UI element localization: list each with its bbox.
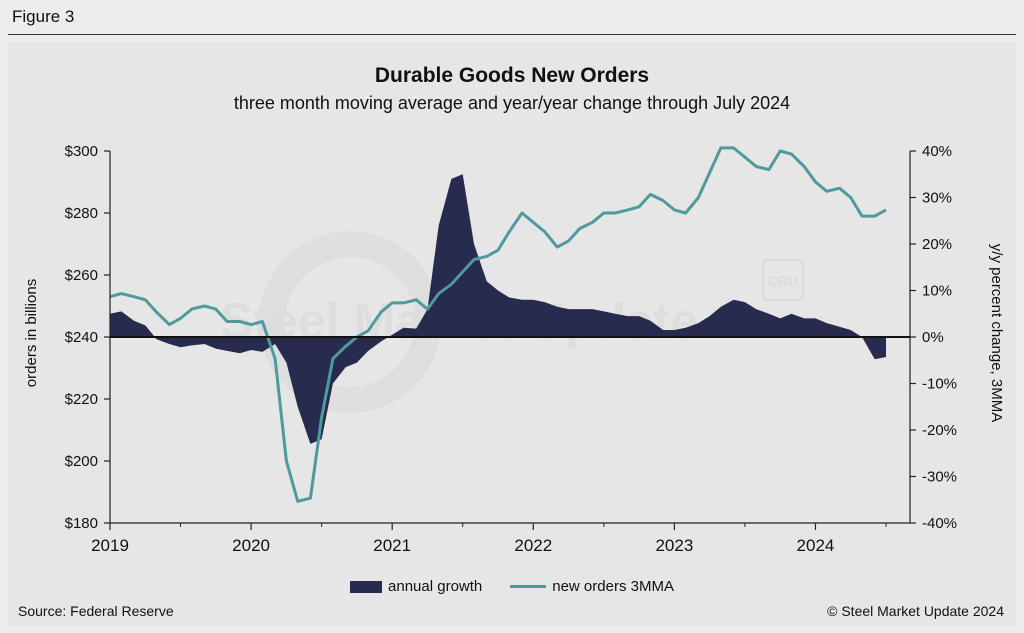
x-axis-ticks: 2019 2020 2021 2022 2023 2024	[91, 523, 887, 555]
left-axis-title: orders in billions	[23, 279, 40, 387]
new-orders-line-layer	[109, 146, 887, 503]
left-tick-label: $240	[65, 329, 98, 346]
annual-growth-swatch	[350, 580, 383, 593]
right-tick-label: 30%	[922, 190, 952, 207]
right-tick-label: 40%	[922, 143, 952, 160]
chart-subtitle: three month moving average and year/year…	[233, 93, 791, 113]
x-tick-label: 2023	[655, 536, 693, 555]
new-orders-line	[109, 146, 887, 503]
left-tick-label: $280	[65, 205, 98, 222]
annual-growth-area-layer	[110, 174, 887, 444]
x-tick-label: 2019	[91, 536, 129, 555]
right-tick-label: -30%	[922, 469, 957, 486]
legend-label-annual-growth: annual growth	[388, 578, 483, 595]
new-orders-swatch	[510, 585, 547, 588]
right-tick-label: 10%	[922, 283, 952, 300]
right-tick-label: -40%	[922, 515, 957, 532]
header-rule	[8, 34, 1016, 35]
left-tick-label: $200	[65, 453, 98, 470]
chart-legend: annual growth new orders 3MMA	[0, 578, 1024, 595]
legend-label-new-orders: new orders 3MMA	[552, 578, 674, 595]
x-tick-label: 2020	[232, 536, 270, 555]
legend-item-new-orders: new orders 3MMA	[510, 578, 674, 595]
left-tick-label: $260	[65, 267, 98, 284]
right-axis-ticks: 40% 30% 20% 10% 0% -10% -20% -30% -40%	[910, 143, 957, 532]
watermark-badge-text: CRU	[768, 273, 798, 289]
right-tick-label: -10%	[922, 376, 957, 393]
left-tick-label: $180	[65, 515, 98, 532]
chart-title: Durable Goods New Orders	[374, 64, 650, 87]
figure-label: Figure 3	[12, 7, 75, 26]
left-tick-label: $300	[65, 143, 98, 160]
right-tick-label: -20%	[922, 422, 957, 439]
watermark-badge	[762, 259, 804, 301]
x-tick-label: 2021	[373, 536, 411, 555]
legend-item-annual-growth: annual growth	[350, 578, 482, 595]
right-axis-title: y/y percent change, 3MMA	[988, 244, 1005, 422]
right-tick-label: 0%	[922, 329, 944, 346]
x-tick-label: 2024	[797, 536, 835, 555]
right-tick-label: 20%	[922, 236, 952, 253]
left-axis-ticks: $300 $280 $260 $240 $220 $200 $180	[65, 143, 110, 532]
source-note: Source: Federal Reserve	[18, 603, 174, 619]
annual-growth-area	[110, 174, 887, 444]
left-tick-label: $220	[65, 391, 98, 408]
copyright-note: © Steel Market Update 2024	[827, 603, 1004, 619]
x-tick-label: 2022	[514, 536, 552, 555]
